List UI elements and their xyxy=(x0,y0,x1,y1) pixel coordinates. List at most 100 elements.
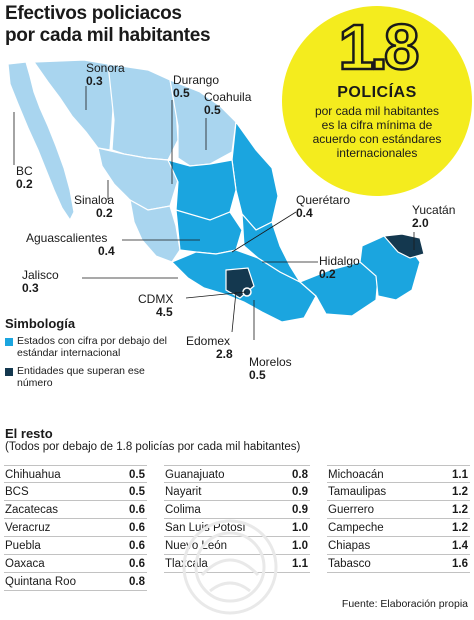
state-value: 0.6 xyxy=(129,504,145,516)
state-name: Tamaulipas xyxy=(328,486,387,498)
state-value: 0.6 xyxy=(129,522,145,534)
legend-item-above-label: Entidades que superan ese número xyxy=(17,365,145,389)
state-name: Chihuahua xyxy=(5,469,61,481)
leader-edomex xyxy=(231,291,237,333)
resto-subtitle: (Todos por debajo de 1.8 policías por ca… xyxy=(5,441,301,453)
state-name: CDMX xyxy=(138,292,174,306)
state-value: 0.5 xyxy=(173,86,190,100)
state-value: 1.6 xyxy=(452,558,468,570)
state-value: 0.5 xyxy=(129,469,145,481)
table-row: Colima 0.9 xyxy=(164,501,310,519)
states-table-col-2: Guanajuato 0.8 Nayarit 0.9 Colima 0.9 San L… xyxy=(164,465,310,573)
source-note: Fuente: Elaboración propia xyxy=(341,598,468,610)
label-edomex: Edomex 2.8 xyxy=(186,335,233,361)
callout-desc-line-4: internacionales xyxy=(336,146,418,160)
state-value: 0.8 xyxy=(292,469,308,481)
table-row: Quintana Roo 0.8 xyxy=(4,573,147,591)
state-name: Guanajuato xyxy=(165,469,225,481)
state-name: Edomex xyxy=(186,334,231,348)
label-coahuila: Coahuila 0.5 xyxy=(204,91,251,117)
callout-label: POLICÍAS xyxy=(337,84,417,101)
state-value: 0.2 xyxy=(16,177,33,191)
state-value: 1.0 xyxy=(292,522,308,534)
state-name: Tabasco xyxy=(328,558,371,570)
states-table-col-3: Michoacán 1.1 Tamaulipas 1.2 Guerrero 1.2 C… xyxy=(327,465,470,573)
seal-watermark xyxy=(182,519,278,615)
state-value: 1.1 xyxy=(292,558,308,570)
state-name: Aguascalientes xyxy=(26,231,108,245)
callout-value: 1.8 xyxy=(337,11,420,84)
state-value: 0.4 xyxy=(296,206,313,220)
state-name: Sonora xyxy=(86,61,125,75)
map-legend: Simbología Estados con cifra por debajo … xyxy=(5,316,180,396)
callout-description: por cada mil habitantes es la cifra míni… xyxy=(304,104,450,160)
state-value: 4.5 xyxy=(156,305,173,319)
label-hidalgo: Hidalgo 0.2 xyxy=(319,255,360,281)
state-value: 1.2 xyxy=(452,486,468,498)
legend-title: Simbología xyxy=(5,316,76,331)
state-value: 0.4 xyxy=(98,244,115,258)
state-name: Quintana Roo xyxy=(5,576,76,588)
state-name: Michoacán xyxy=(328,469,384,481)
state-name: BC xyxy=(16,164,33,178)
legend-item-above: Entidades que superan ese número xyxy=(5,365,180,389)
table-row: Campeche 1.2 xyxy=(327,519,470,537)
label-cdmx: CDMX 4.5 xyxy=(138,293,173,319)
state-name: Morelos xyxy=(249,355,292,369)
label-sinaloa: Sinaloa 0.2 xyxy=(74,194,114,220)
state-value: 2.8 xyxy=(216,347,233,361)
title-line-1: Efectivos policiacos xyxy=(5,3,182,24)
state-value: 1.4 xyxy=(452,540,468,552)
table-row: Chiapas 1.4 xyxy=(327,537,470,555)
standard-callout: 1.8 POLICÍAS por cada mil habitantes es … xyxy=(282,6,472,196)
state-value: 0.9 xyxy=(292,504,308,516)
state-value: 0.6 xyxy=(129,540,145,552)
state-name: Yucatán xyxy=(412,203,456,217)
leader-queretaro xyxy=(231,211,297,253)
label-sonora: Sonora 0.3 xyxy=(86,62,125,88)
mexico-map xyxy=(7,59,425,340)
region-gulf xyxy=(241,212,302,284)
state-name: BCS xyxy=(5,486,29,498)
state-name: Puebla xyxy=(5,540,41,552)
callout-desc-line-2: es la cifra mínima de xyxy=(321,118,433,132)
table-row: Chihuahua 0.5 xyxy=(4,465,147,483)
states-table-col-1: Chihuahua 0.5 BCS 0.5 Zacatecas 0.6 Veracru… xyxy=(4,465,147,591)
state-name: Coahuila xyxy=(204,90,252,104)
callout-desc-line-3: acuerdo con estándares xyxy=(312,132,442,146)
table-row: Oaxaca 0.6 xyxy=(4,555,147,573)
table-row: BCS 0.5 xyxy=(4,483,147,501)
legend-item-below-label: Estados con cifra por debajo del estánda… xyxy=(17,335,168,359)
region-coahuila xyxy=(169,79,237,167)
table-row: Michoacán 1.1 xyxy=(327,465,470,483)
state-name: Sinaloa xyxy=(74,193,115,207)
region-southeast xyxy=(298,261,379,317)
state-name: Colima xyxy=(165,504,201,516)
label-queretaro: Querétaro 0.4 xyxy=(296,194,350,220)
region-bc xyxy=(7,61,75,222)
legend-swatch-below xyxy=(5,338,13,346)
table-row: Tamaulipas 1.2 xyxy=(327,483,470,501)
state-value: 0.5 xyxy=(129,486,145,498)
state-value: 0.6 xyxy=(129,558,145,570)
state-name: Querétaro xyxy=(296,193,351,207)
state-name: Guerrero xyxy=(328,504,375,516)
state-value: 0.2 xyxy=(319,267,336,281)
state-name: Chiapas xyxy=(328,540,371,552)
table-row: Nuevo León 1.0 xyxy=(164,537,310,555)
label-jalisco: Jalisco 0.3 xyxy=(22,269,59,295)
table-row: Nayarit 0.9 xyxy=(164,483,310,501)
legend-item-below: Estados con cifra por debajo del estánda… xyxy=(5,335,180,359)
label-yucatan: Yucatán 2.0 xyxy=(412,204,455,230)
state-name: Jalisco xyxy=(22,268,59,282)
state-value: 2.0 xyxy=(412,216,429,230)
state-value: 0.3 xyxy=(86,74,103,88)
label-bc: BC 0.2 xyxy=(16,165,33,191)
state-value: 0.8 xyxy=(129,576,145,588)
region-northeast xyxy=(231,120,279,231)
table-row: Zacatecas 0.6 xyxy=(4,501,147,519)
state-name: Zacatecas xyxy=(5,504,59,516)
state-value: 1.2 xyxy=(452,504,468,516)
table-row: Guerrero 1.2 xyxy=(327,501,470,519)
table-row: Puebla 0.6 xyxy=(4,537,147,555)
